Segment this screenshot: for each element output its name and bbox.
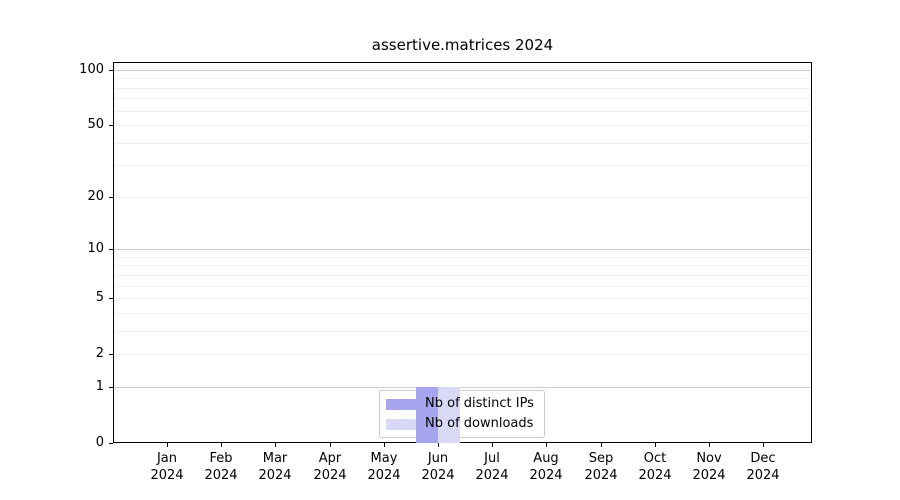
legend-label-distinct-ips: Nb of distinct IPs — [425, 396, 534, 411]
legend-item-downloads: Nb of downloads — [386, 416, 537, 432]
x-tick-label: Feb 2024 — [204, 451, 238, 483]
x-tick-label: Apr 2024 — [313, 451, 347, 483]
chart-title: assertive.matrices 2024 — [371, 36, 554, 54]
x-tick-mark — [330, 443, 331, 447]
y-tick-label: 5 — [95, 290, 104, 305]
bar-nb-of-downloads — [438, 387, 460, 443]
x-tick-label: Dec 2024 — [746, 451, 780, 483]
x-tick-mark — [655, 443, 656, 447]
legend-item-distinct-ips: Nb of distinct IPs — [386, 396, 537, 412]
legend-box — [379, 390, 545, 438]
x-tick-mark — [221, 443, 222, 447]
gridline-minor — [113, 265, 812, 266]
x-tick-mark — [167, 443, 168, 447]
gridline-minor — [113, 165, 812, 166]
gridline-minor — [113, 275, 812, 276]
y-tick-mark — [109, 387, 113, 388]
x-tick-label: Aug 2024 — [529, 451, 563, 483]
x-tick-mark — [546, 443, 547, 447]
x-tick-mark — [601, 443, 602, 447]
gridline-minor — [113, 354, 812, 355]
x-tick-mark — [763, 443, 764, 447]
x-tick-mark — [709, 443, 710, 447]
x-tick-label: Oct 2024 — [638, 451, 672, 483]
y-tick-label: 100 — [79, 62, 104, 77]
y-tick-label: 1 — [95, 379, 104, 394]
gridline-major — [113, 70, 812, 71]
x-tick-label: May 2024 — [367, 451, 401, 483]
legend-swatch-downloads — [386, 418, 416, 430]
legend-label-downloads: Nb of downloads — [425, 416, 534, 431]
x-tick-label: Sep 2024 — [584, 451, 618, 483]
gridline-minor — [113, 257, 812, 258]
y-tick-mark — [109, 125, 113, 126]
x-tick-mark — [275, 443, 276, 447]
y-tick-mark — [109, 249, 113, 250]
legend: Nb of distinct IPs Nb of downloads — [379, 390, 545, 438]
y-tick-label: 0 — [95, 435, 104, 450]
y-tick-label: 2 — [95, 346, 104, 361]
gridline-major — [113, 387, 812, 388]
gridline-minor — [113, 125, 812, 126]
y-tick-mark — [109, 298, 113, 299]
x-tick-mark — [384, 443, 385, 447]
gridline-minor — [113, 98, 812, 99]
x-tick-mark — [438, 443, 439, 447]
y-tick-label: 20 — [87, 189, 104, 204]
x-tick-label: Mar 2024 — [258, 451, 292, 483]
y-tick-label: 50 — [87, 117, 104, 132]
x-tick-label: Jul 2024 — [475, 451, 509, 483]
plot-frame — [113, 62, 812, 443]
gridline-minor — [113, 313, 812, 314]
x-tick-label: Nov 2024 — [692, 451, 726, 483]
y-tick-mark — [109, 70, 113, 71]
x-tick-label: Jun 2024 — [421, 451, 455, 483]
x-tick-mark — [492, 443, 493, 447]
y-tick-label: 10 — [87, 241, 104, 256]
gridline-minor — [113, 78, 812, 79]
gridline-minor — [113, 286, 812, 287]
gridline-major — [113, 249, 812, 250]
y-tick-mark — [109, 197, 113, 198]
gridline-minor — [113, 88, 812, 89]
y-tick-mark — [109, 443, 113, 444]
gridline-minor — [113, 331, 812, 332]
gridline-minor — [113, 111, 812, 112]
x-tick-label: Jan 2024 — [150, 451, 184, 483]
bar-nb-of-distinct-ips — [416, 387, 438, 443]
legend-swatch-distinct-ips — [386, 398, 416, 410]
gridline-minor — [113, 143, 812, 144]
y-tick-mark — [109, 354, 113, 355]
gridline-minor — [113, 197, 812, 198]
gridline-minor — [113, 298, 812, 299]
